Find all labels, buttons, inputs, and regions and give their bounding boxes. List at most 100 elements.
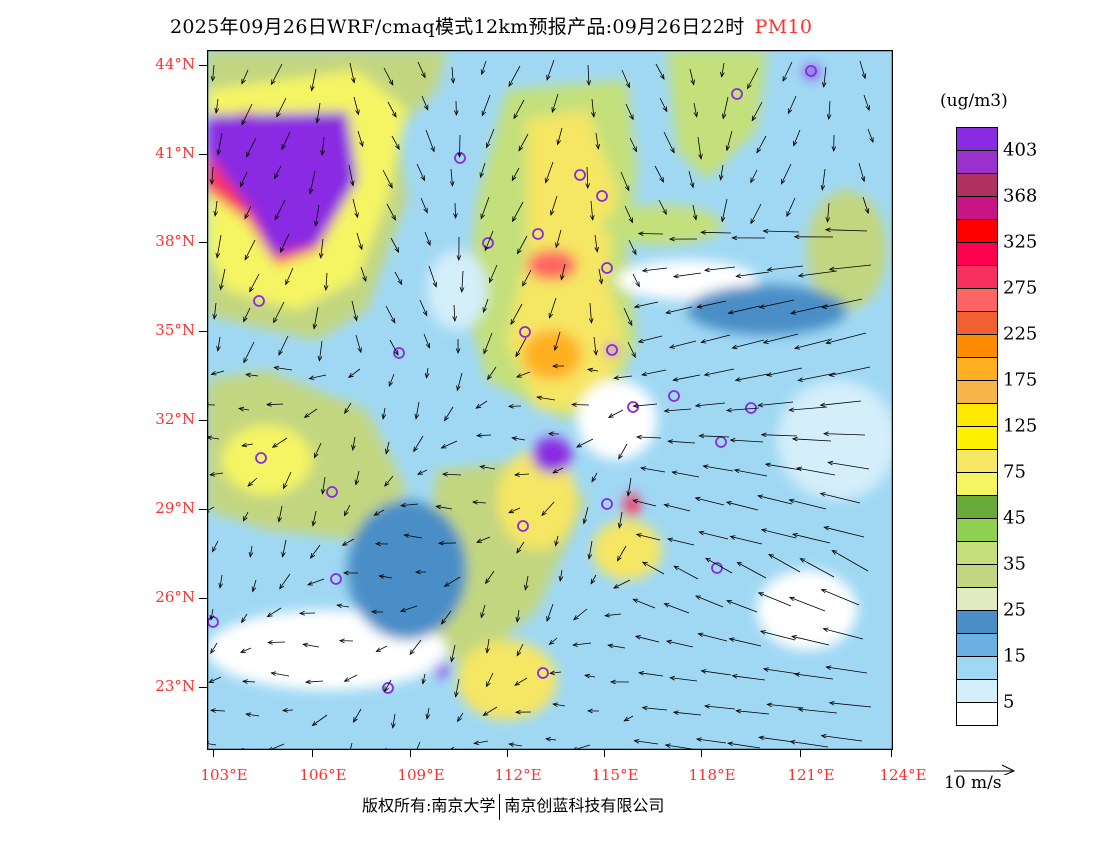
wind-vector	[762, 333, 799, 344]
wind-vector	[782, 61, 793, 82]
color-bar-box	[957, 335, 997, 358]
wind-vector	[425, 707, 431, 720]
wind-vector	[508, 65, 521, 88]
lon-tick	[312, 749, 313, 757]
wind-vector	[824, 227, 868, 233]
wind-vector	[663, 131, 675, 154]
wind-vector	[624, 205, 633, 224]
lat-tick	[199, 65, 207, 66]
pm10-zone-clean	[347, 500, 467, 640]
wind-vector	[825, 332, 867, 345]
wind-vector	[243, 341, 255, 364]
wind-vector	[668, 236, 698, 242]
wind-vector	[820, 589, 860, 606]
wind-vector	[216, 132, 223, 156]
lat-tick	[199, 598, 207, 599]
wind-vector	[572, 608, 588, 621]
wind-vector	[382, 169, 393, 189]
wind-vector	[475, 433, 492, 438]
wind-vector	[750, 169, 758, 184]
wind-vector	[308, 374, 327, 380]
wind-vector	[758, 299, 795, 309]
wind-vector	[409, 639, 422, 656]
wind-vector	[694, 496, 725, 506]
wind-vector	[612, 579, 631, 589]
wind-vector	[548, 637, 558, 646]
wind-vector	[695, 595, 724, 608]
wind-vector	[593, 336, 598, 356]
wind-vector	[303, 408, 318, 418]
city-marker	[393, 347, 405, 359]
wind-vector	[416, 741, 421, 750]
wind-vector	[791, 436, 832, 442]
wind-vector	[456, 712, 464, 723]
wind-vector	[668, 340, 697, 349]
wind-vector	[471, 500, 487, 505]
wind-vector	[513, 99, 525, 120]
pm10-zone-low	[757, 570, 857, 650]
color-bar-box	[957, 220, 997, 243]
city-marker	[574, 169, 586, 181]
wind-vector	[449, 168, 455, 187]
color-bar-label: 5	[1003, 691, 1015, 713]
wind-vector	[347, 368, 361, 379]
city-marker	[596, 190, 608, 202]
wind-vector	[510, 303, 523, 326]
color-bar-label: 225	[1003, 323, 1038, 345]
wind-vector	[394, 271, 403, 286]
wind-vector	[554, 535, 559, 547]
wind-vector	[736, 561, 767, 579]
wind-vector	[354, 470, 360, 486]
wind-vector	[697, 632, 728, 642]
wind-vector	[793, 234, 834, 240]
wind-vector	[381, 407, 387, 420]
wind-vector	[373, 509, 385, 516]
wind-vector	[588, 302, 594, 324]
wind-vector	[613, 375, 633, 380]
wind-vector	[320, 136, 325, 156]
color-bar-label: 35	[1003, 553, 1026, 575]
wind-vector	[694, 402, 726, 408]
wind-vector	[441, 472, 462, 477]
wind-vector	[428, 265, 437, 288]
wind-vector	[507, 403, 522, 409]
wind-vector	[586, 64, 592, 87]
wind-vector	[209, 708, 226, 713]
color-bar-box	[957, 289, 997, 312]
wind-vector	[281, 131, 291, 151]
wind-vector	[572, 642, 592, 647]
lon-label: 121°E	[787, 766, 835, 784]
wind-vector	[549, 670, 562, 676]
wind-vector	[704, 557, 733, 574]
wind-vector	[370, 609, 384, 615]
wind-vector	[627, 341, 636, 359]
wind-vector	[665, 306, 693, 315]
wind-vector	[352, 198, 359, 219]
wind-vector	[641, 705, 668, 711]
wind-vector	[725, 501, 759, 511]
wind-vector	[720, 62, 725, 78]
city-marker	[601, 498, 613, 510]
wind-vector	[508, 742, 523, 747]
wind-vector	[698, 530, 729, 540]
wind-vector	[219, 268, 226, 291]
wind-vector	[731, 674, 766, 681]
lat-tick	[199, 687, 207, 688]
wind-vector	[338, 638, 354, 644]
wind-vector	[283, 471, 292, 490]
wind-vector	[273, 301, 285, 324]
city-marker	[805, 65, 817, 77]
wind-vector	[729, 437, 764, 443]
wind-vector	[239, 647, 252, 653]
wind-vector	[831, 549, 869, 572]
pm10-zone-high	[222, 425, 312, 495]
wind-vector	[757, 592, 792, 607]
wind-vector	[473, 740, 489, 745]
wind-vector	[640, 466, 666, 473]
wind-vector	[790, 635, 830, 646]
wind-vector	[285, 267, 294, 286]
wind-vector	[485, 128, 495, 149]
wind-vector	[243, 307, 251, 323]
wind-vector	[604, 612, 622, 618]
color-bar-label: 125	[1003, 415, 1038, 437]
